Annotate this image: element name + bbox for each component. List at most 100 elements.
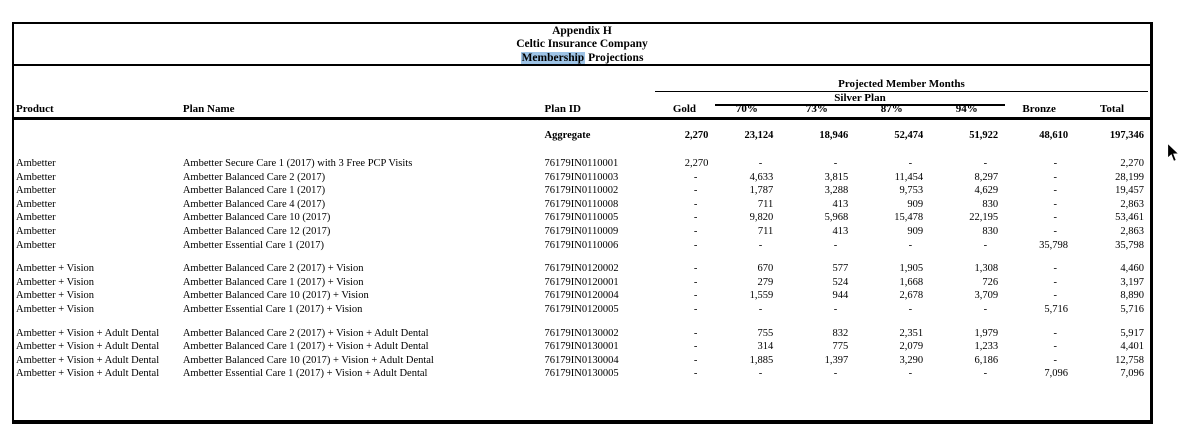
plan-name-cell: Ambetter Balanced Care 10 (2017) — [182, 212, 331, 224]
value-cell: 22,195 — [969, 212, 999, 224]
plan-id-cell: 76179IN0120002 — [544, 263, 619, 275]
value-cell: 1,397 — [824, 354, 849, 366]
value-cell: - — [1053, 290, 1058, 302]
value-cell: - — [1053, 354, 1058, 366]
table-row: Ambetter + Vision Ambetter Balanced Care … — [14, 289, 1150, 303]
plan-id-cell: 76179IN0110005 — [544, 212, 619, 224]
value-cell: 3,288 — [824, 185, 849, 197]
value-cell: - — [1053, 341, 1058, 353]
column-header-94-: 94% — [955, 103, 978, 115]
value-cell: 2,863 — [1120, 198, 1144, 210]
plan-id-cell: 76179IN0110001 — [544, 158, 619, 169]
aggregate-value-cell: 2,270 — [684, 130, 709, 141]
product-cell: Ambetter — [16, 212, 56, 224]
plan-name-cell: Ambetter Balanced Care 4 (2017) — [182, 198, 326, 210]
value-cell: 4,460 — [1120, 263, 1144, 275]
product-cell: Ambetter — [16, 239, 56, 251]
column-header-plan-id: Plan ID — [544, 103, 581, 115]
plan-id-cell: 76179IN0110006 — [544, 239, 619, 251]
value-cell: 15,478 — [894, 212, 924, 224]
table-row: Ambetter Ambetter Balanced Care 12 (2017)… — [14, 225, 1150, 239]
plan-name-cell: Ambetter Balanced Care 1 (2017) + Vision — [182, 276, 364, 288]
value-cell: 11,454 — [894, 171, 924, 183]
plan-id-cell: 76179IN0110008 — [544, 198, 619, 210]
value-cell: 577 — [832, 263, 849, 275]
product-cell: Ambetter — [16, 198, 56, 210]
value-cell: 830 — [982, 225, 999, 237]
value-cell: - — [833, 158, 838, 169]
table-body: Aggregate 2,270 23,124 18,946 52,474 51,922 48… — [14, 129, 1150, 381]
product-cell: Ambetter + Vision — [16, 263, 95, 275]
projected-member-months-header: Projected Member Months — [655, 78, 1148, 92]
value-cell: 5,716 — [1120, 303, 1144, 315]
plan-name-cell: Ambetter Balanced Care 2 (2017) + Vision… — [182, 327, 429, 339]
title-block: Appendix H Celtic Insurance Company Memb… — [14, 24, 1150, 66]
aggregate-value-cell: 48,610 — [1039, 130, 1069, 141]
value-cell: 5,716 — [1044, 303, 1069, 315]
value-cell: 1,979 — [974, 327, 999, 339]
value-cell: - — [693, 263, 698, 275]
aggregate-row: Aggregate 2,270 23,124 18,946 52,474 51,922 48… — [14, 129, 1150, 143]
value-cell: 2,270 — [684, 158, 709, 169]
value-cell: 775 — [832, 341, 849, 353]
value-cell: 8,297 — [974, 171, 999, 183]
value-cell: - — [693, 212, 698, 224]
aggregate-value-cell: 23,124 — [744, 130, 774, 141]
plan-name-cell: Ambetter Balanced Care 2 (2017) + Vision — [182, 263, 364, 275]
value-cell: 7,096 — [1120, 368, 1144, 380]
column-header-bronze: Bronze — [1022, 103, 1056, 115]
table-row: Ambetter + Vision + Adult Dental Ambetter… — [14, 367, 1150, 381]
value-cell: 1,559 — [749, 290, 774, 302]
value-cell: - — [693, 171, 698, 183]
value-cell: - — [1053, 225, 1058, 237]
value-cell: - — [693, 290, 698, 302]
silver-plan-header: Silver Plan — [715, 93, 1005, 106]
column-header-87-: 87% — [880, 103, 903, 115]
plan-name-cell: Ambetter Balanced Care 10 (2017) + Visio… — [182, 290, 369, 302]
value-cell: 1,233 — [974, 341, 999, 353]
value-cell: 413 — [832, 198, 849, 210]
value-cell: 1,308 — [974, 263, 999, 275]
aggregate-value-cell: 197,346 — [1109, 130, 1145, 141]
table-row: Ambetter + Vision + Adult Dental Ambetter… — [14, 340, 1150, 354]
plan-group: Ambetter + Vision Ambetter Balanced Care … — [14, 262, 1150, 316]
value-cell: 3,815 — [824, 171, 849, 183]
table-row: Ambetter Ambetter Balanced Care 2 (2017) 7… — [14, 171, 1150, 185]
value-cell: 524 — [832, 276, 849, 288]
appendix-table: Appendix H Celtic Insurance Company Memb… — [12, 22, 1153, 424]
table-row: Ambetter Ambetter Balanced Care 10 (2017)… — [14, 211, 1150, 225]
column-header-total: Total — [1100, 103, 1125, 115]
plan-id-cell: 76179IN0120004 — [544, 290, 619, 302]
value-cell: - — [1053, 185, 1058, 197]
product-cell: Ambetter + Vision — [16, 303, 95, 315]
table-row: Ambetter Ambetter Balanced Care 1 (2017) 7… — [14, 184, 1150, 198]
plan-name-cell: Ambetter Essential Care 1 (2017) + Visio… — [182, 303, 363, 315]
value-cell: 2,351 — [899, 327, 924, 339]
value-cell: - — [1053, 158, 1058, 169]
value-cell: 726 — [982, 276, 999, 288]
aggregate-name-cell — [183, 129, 545, 143]
value-cell: 830 — [982, 198, 999, 210]
value-cell: - — [693, 185, 698, 197]
value-cell: 9,753 — [899, 185, 924, 197]
value-cell: 53,461 — [1115, 212, 1144, 224]
product-cell: Ambetter + Vision — [16, 276, 95, 288]
value-cell: 35,798 — [1115, 239, 1144, 251]
value-cell: 3,290 — [899, 354, 924, 366]
value-cell: 7,096 — [1044, 368, 1069, 380]
value-cell: 711 — [757, 198, 774, 210]
value-cell: 909 — [907, 225, 924, 237]
aggregate-label: Aggregate — [544, 130, 591, 141]
search-highlight: Membership — [520, 51, 586, 64]
value-cell: 5,917 — [1120, 327, 1144, 339]
value-cell: 35,798 — [1039, 239, 1069, 251]
table-row: Ambetter + Vision Ambetter Balanced Care … — [14, 262, 1150, 276]
plan-groups: Ambetter Ambetter Secure Care 1 (2017) wi… — [14, 157, 1150, 381]
value-cell: - — [758, 239, 763, 251]
plan-id-cell: 76179IN0130001 — [544, 341, 619, 353]
product-cell: Ambetter + Vision + Adult Dental — [16, 341, 160, 353]
value-cell: 3,709 — [974, 290, 999, 302]
title-appendix: Appendix H — [552, 25, 612, 37]
value-cell: 711 — [757, 225, 774, 237]
